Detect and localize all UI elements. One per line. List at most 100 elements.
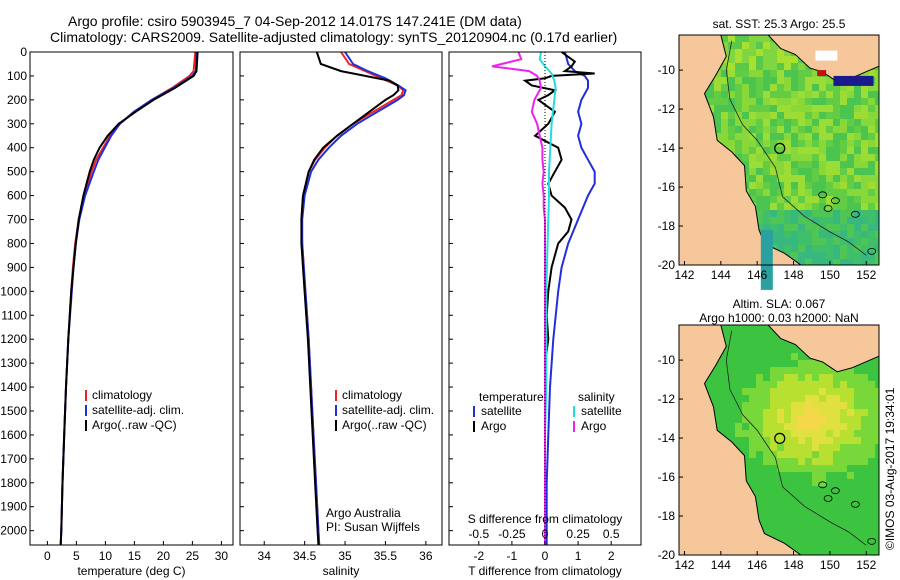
map-cell [756, 168, 763, 175]
map-cell [826, 381, 833, 388]
map-cell [819, 203, 826, 210]
map-cell [868, 528, 875, 535]
map-cell [784, 147, 791, 154]
map-cell [819, 507, 826, 514]
y-tick-label: 1600 [0, 428, 27, 442]
map-cell [840, 514, 847, 521]
map-cell [791, 252, 798, 259]
map-cell [763, 395, 770, 402]
map-cell [784, 360, 791, 367]
map-cell [735, 395, 742, 402]
map-cell [833, 549, 840, 555]
map-cell [861, 444, 868, 451]
map-cell [721, 77, 728, 84]
map-cell [777, 493, 784, 500]
map-cell [749, 332, 756, 339]
map-cell [861, 388, 868, 395]
map-cell [791, 346, 798, 353]
map-cell [805, 147, 812, 154]
map-cell [868, 402, 875, 409]
y-tick-label: 1100 [1, 308, 27, 322]
map-cell [833, 521, 840, 528]
map-cell [826, 430, 833, 437]
map-cell [805, 535, 812, 542]
map-cell [763, 500, 770, 507]
map-cell [742, 332, 749, 339]
map-cell [763, 217, 770, 224]
map-cell [784, 402, 791, 409]
map-cell [784, 231, 791, 238]
map-cell [854, 514, 861, 521]
map-cell [833, 217, 840, 224]
map-cell [798, 416, 805, 423]
map-cell [798, 458, 805, 465]
map-cell [812, 521, 819, 528]
map-cell [791, 360, 798, 367]
map-cell [784, 56, 791, 63]
map-cell [833, 528, 840, 535]
map-cell [826, 147, 833, 154]
map-cell [763, 203, 770, 210]
map-cell [770, 56, 777, 63]
map-cell [728, 430, 735, 437]
map-cell [770, 388, 777, 395]
map-cell [854, 472, 861, 479]
map-cell [875, 231, 879, 238]
x-tick-label: 144 [711, 268, 731, 282]
map-cell [875, 388, 879, 395]
map-cell [777, 472, 784, 479]
map-cell [854, 367, 861, 374]
map-cell [854, 374, 861, 381]
map-cell [847, 91, 854, 98]
map-cell [798, 203, 805, 210]
annotation-text: Argo Australia [326, 506, 401, 520]
map-cell [840, 423, 847, 430]
map-cell [742, 126, 749, 133]
map-cell [840, 486, 847, 493]
map-cell [742, 161, 749, 168]
map-cell [861, 210, 868, 217]
map-cell [840, 175, 847, 182]
map-cell [791, 70, 798, 77]
map-cell [735, 63, 742, 70]
series-line-argo [59, 51, 199, 546]
map-cell [749, 374, 756, 381]
map-cell [763, 49, 770, 56]
map-cell [742, 388, 749, 395]
map-cell [756, 42, 763, 49]
map-cell [763, 521, 770, 528]
map-cell [861, 549, 868, 555]
map-cell [777, 224, 784, 231]
map-cell [819, 472, 826, 479]
map-cell [742, 154, 749, 161]
map-cell [805, 259, 812, 265]
map-cell [812, 381, 819, 388]
map-cell [812, 535, 819, 542]
map-cell [784, 91, 791, 98]
map-cell [819, 381, 826, 388]
map-cell [847, 252, 854, 259]
map-cell [826, 479, 833, 486]
map-cell [861, 402, 868, 409]
map-cell [826, 458, 833, 465]
map-cell [840, 259, 847, 265]
x2-tick-label: 0.5 [603, 527, 620, 541]
map-cell [791, 210, 798, 217]
x-axis-label: temperature (deg C) [77, 564, 185, 578]
map-cell [749, 140, 756, 147]
map-cell [763, 486, 770, 493]
map-cell [868, 203, 875, 210]
map-cell [805, 430, 812, 437]
map-cell [728, 70, 735, 77]
map-cell [728, 56, 735, 63]
map-cell [770, 332, 777, 339]
map-cell [840, 252, 847, 259]
map-cell [833, 203, 840, 210]
map-title: sat. SST: 25.3 Argo: 25.5 [713, 17, 846, 31]
map-cell [728, 353, 735, 360]
map-cell [791, 147, 798, 154]
map-cell [861, 437, 868, 444]
map-cell [756, 353, 763, 360]
map-cell [777, 437, 784, 444]
map-cell [791, 542, 798, 549]
